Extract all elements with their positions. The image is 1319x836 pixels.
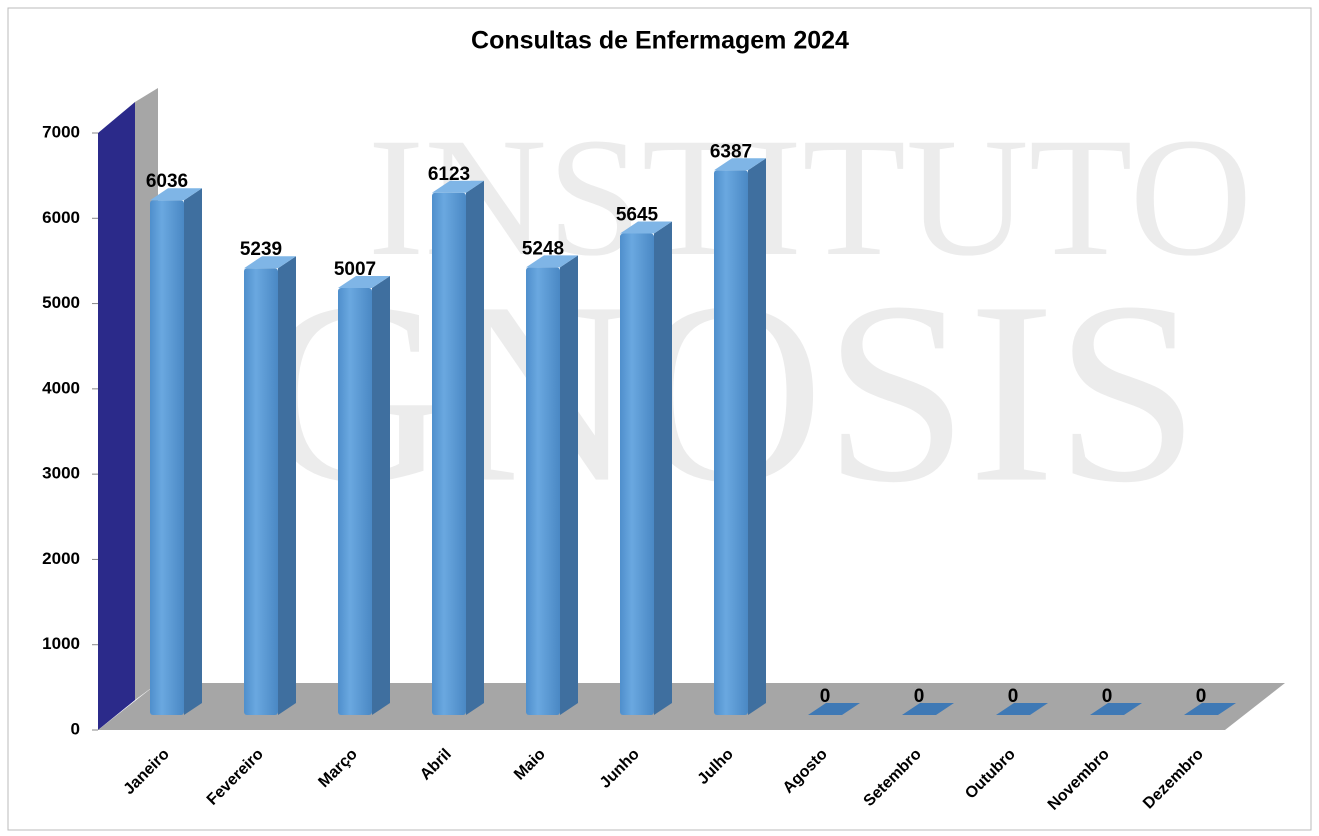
bar: [338, 287, 372, 715]
data-label: 5007: [334, 259, 376, 280]
y-tick-label: 6000: [42, 208, 80, 227]
data-label: 6123: [428, 164, 470, 185]
bar-top: [808, 703, 860, 715]
bar-top: [150, 188, 202, 201]
y-tick-label: 7000: [42, 122, 80, 141]
bar: [432, 192, 466, 715]
bar-side: [466, 180, 484, 715]
data-label: 6387: [710, 141, 752, 162]
bar: [244, 268, 278, 715]
side-wall: [98, 102, 135, 730]
bar: [714, 170, 748, 715]
bar-side: [372, 275, 390, 715]
bar-top: [714, 158, 766, 171]
y-tick-label: 4000: [42, 378, 80, 397]
y-tick-label: 3000: [42, 464, 80, 483]
bar-top: [620, 221, 672, 234]
floor: [98, 683, 1285, 730]
bar-top: [1184, 703, 1236, 715]
data-label: 0: [820, 686, 831, 707]
bar-side: [184, 188, 202, 715]
watermark: INSTITUTO: [368, 103, 1253, 291]
bar-top: [996, 703, 1048, 715]
data-label: 5248: [522, 238, 564, 259]
bar-top: [432, 180, 484, 193]
data-label: 0: [1008, 686, 1019, 707]
bar-side: [560, 255, 578, 715]
y-tick-label: 5000: [42, 293, 80, 312]
data-label: 6036: [146, 171, 188, 192]
bar-top: [526, 255, 578, 268]
data-label: 5239: [240, 239, 282, 260]
bar-top: [244, 256, 296, 269]
bar: [620, 233, 654, 716]
chart-title: Consultas de Enfermagem 2024: [471, 27, 849, 55]
bar-side: [654, 221, 672, 716]
bar-top: [338, 275, 390, 288]
bar: [150, 200, 184, 715]
data-label: 0: [1102, 686, 1113, 707]
bar-top: [1090, 703, 1142, 715]
y-tick-label: 1000: [42, 634, 80, 653]
bar-top: [902, 703, 954, 715]
bar-side: [278, 256, 296, 715]
data-label: 0: [914, 686, 925, 707]
data-label: 5645: [616, 205, 659, 226]
data-label: 0: [1196, 686, 1207, 707]
y-tick-label: 0: [71, 719, 80, 738]
y-tick-label: 2000: [42, 549, 80, 568]
bar: [526, 267, 560, 715]
bar-side: [748, 158, 766, 715]
